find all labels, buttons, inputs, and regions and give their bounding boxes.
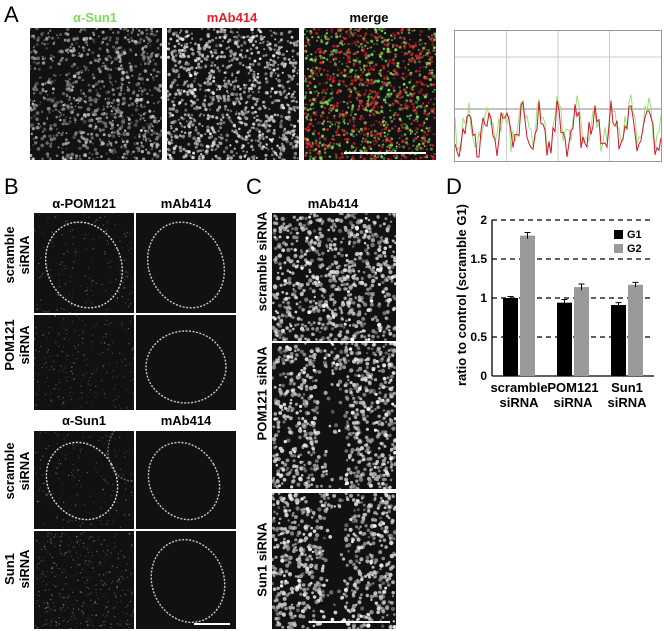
legend-swatch [614, 244, 623, 253]
y-tick-label: 0 [480, 369, 487, 383]
panel-b-mab414-header-bottom: mAb414 [160, 413, 212, 428]
panel-label-c: C [246, 174, 262, 199]
panel-b-image [136, 315, 236, 410]
panel-b-image [136, 431, 236, 529]
panel-b-image [34, 431, 134, 529]
panel-c-image [272, 213, 396, 341]
y-tick-label: 2 [480, 213, 487, 227]
x-category-label: POM121 [547, 380, 598, 395]
y-tick-label: 0.5 [470, 330, 487, 344]
legend-label: G1 [627, 229, 642, 241]
panel-c-header: mAb414 [307, 196, 359, 211]
legend-label: G2 [627, 243, 642, 255]
panel-c-image [272, 493, 396, 629]
scale-bar [344, 152, 426, 154]
panel-b-image [136, 531, 236, 629]
error-bar [507, 295, 514, 300]
panel-b-row-label: Sun1 siRNA [2, 549, 32, 589]
panel-a-sun1-header: α-Sun1 [72, 10, 118, 25]
scale-bar [310, 621, 390, 623]
panel-c-row-label: Sun1 siRNA [254, 522, 270, 597]
panel-a-merge-image [304, 28, 436, 160]
error-bar [615, 302, 622, 308]
panel-b-row-label: scramble siRNA [2, 226, 32, 284]
bar-g2 [628, 284, 643, 376]
panel-c-row-label: scramble siRNA [254, 211, 270, 312]
panel-a-mab414-header: mAb414 [206, 10, 258, 25]
error-bar [632, 281, 639, 288]
panel-c-image [272, 343, 396, 489]
bar-g1 [557, 302, 572, 376]
y-tick-label: 1 [480, 291, 487, 305]
panel-b-image [34, 213, 134, 313]
x-category-label: scramble [490, 380, 547, 395]
y-tick-label: 1.5 [470, 252, 487, 266]
panel-a-mab414-image [167, 28, 299, 160]
legend-swatch [614, 230, 623, 239]
error-bar [561, 299, 568, 306]
panel-b-image [34, 531, 134, 629]
x-category-label: siRNA [499, 395, 539, 410]
panel-a-sun1-image [30, 28, 162, 160]
panel-b-sun1-header: α-Sun1 [61, 413, 107, 428]
panel-b-image [136, 213, 236, 313]
bar-g2 [574, 287, 589, 376]
error-bar [524, 231, 531, 239]
bar-g2 [520, 235, 535, 376]
panel-label-a: A [4, 2, 19, 27]
bar-g1 [503, 298, 518, 376]
panel-b-pom121-header: α-POM121 [52, 196, 116, 211]
panel-b-image [34, 315, 134, 410]
x-category-label: siRNA [607, 395, 647, 410]
error-bar [578, 283, 585, 291]
panel-label-d: D [446, 174, 462, 199]
bar-chart: ratio to control (scramble G1) 0 0.5 1 1.5 2… [454, 204, 654, 410]
panel-b-mab414-header-top: mAb414 [160, 196, 212, 211]
panel-a-merge-header: merge [349, 10, 389, 25]
x-category-label: siRNA [553, 395, 593, 410]
panel-label-b: B [4, 174, 19, 199]
y-axis-label: ratio to control (scramble G1) [454, 204, 469, 386]
panel-b-row-label: scramble siRNA [2, 442, 32, 500]
line-profile-plot [454, 30, 662, 162]
scale-bar [194, 623, 230, 625]
panel-b-row-label: POM121 siRNA [2, 319, 32, 371]
x-category-label: Sun1 [611, 380, 643, 395]
bar-g1 [611, 305, 626, 376]
panel-c-row-label: POM121 siRNA [254, 346, 270, 441]
